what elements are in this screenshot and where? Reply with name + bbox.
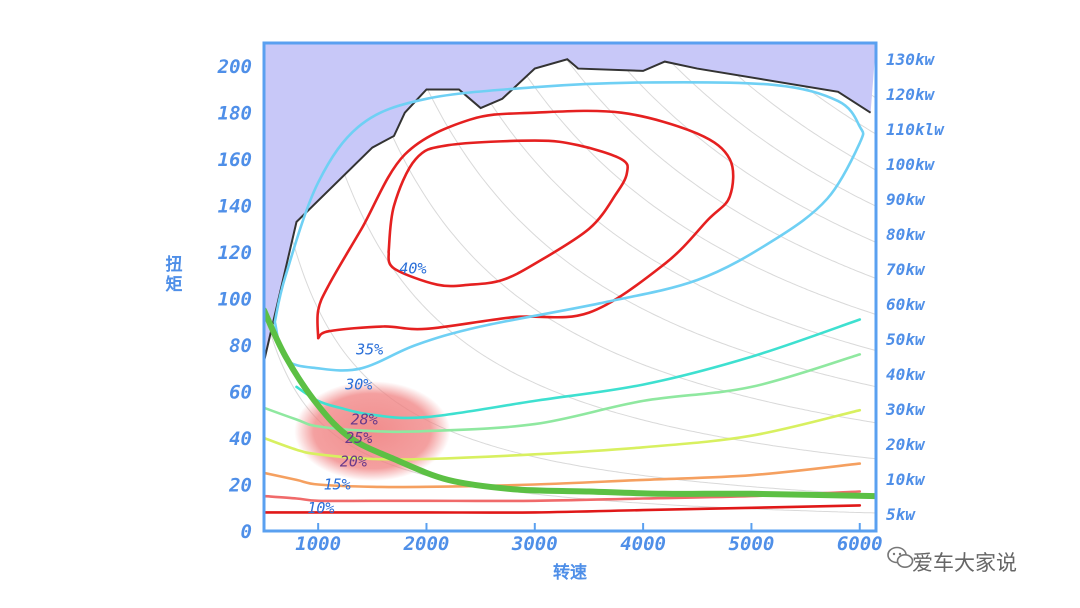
efficiency-label: 40% [399, 259, 426, 277]
y-tick-label: 120 [218, 242, 252, 264]
power-guide-line [264, 87, 876, 496]
power-tick-label: 100kw [886, 155, 936, 174]
efficiency-label: 30% [344, 376, 372, 394]
power-guide-line [406, 43, 876, 388]
x-tick-label: 6000 [837, 533, 883, 555]
efficiency-label: 15% [324, 476, 351, 494]
x-axis-label: 转速 [553, 562, 587, 583]
efficiency-contour-30pct [273, 80, 865, 372]
y-tick-label: 160 [218, 149, 252, 171]
power-tick-label: 60kw [886, 295, 926, 314]
x-tick-label: 5000 [729, 533, 775, 555]
x-tick-label: 1000 [295, 533, 341, 555]
y-tick-label: 180 [218, 103, 252, 125]
watermark: 爱车大家说 [887, 546, 1017, 575]
power-tick-label: 130kw [886, 50, 936, 69]
power-tick-label: 50kw [886, 330, 926, 349]
efficiency-label: 10% [307, 499, 334, 517]
y-tick-label: 100 [218, 289, 252, 311]
x-tick-label: 3000 [511, 533, 558, 555]
efficiency-contour-28pct [295, 318, 862, 420]
max-torque-curve [264, 58, 872, 362]
power-tick-label: 80kw [886, 225, 926, 244]
efficiency-contour-40pct [387, 139, 630, 288]
watermark-text: 爱车大家说 [912, 551, 1017, 575]
power-tick-label: 110klw [886, 120, 945, 139]
y-axis-label: 扭矩 [166, 254, 183, 295]
power-tick-label: 40kw [886, 365, 926, 384]
efficiency-contour-20pct [264, 408, 862, 461]
plot-frame [262, 41, 878, 533]
power-tick-label: 10kw [886, 470, 926, 489]
power-tick-label: 30kw [885, 400, 926, 419]
x-tick-label: 4000 [620, 533, 666, 555]
efficiency-contour-base [264, 504, 862, 514]
power-guide-line [307, 43, 876, 460]
power-guide-line [455, 43, 876, 352]
efficiency-contour-25pct [264, 353, 862, 434]
power-tick-label: 20kw [885, 435, 926, 454]
efficiency-label: 20% [340, 452, 367, 470]
above-max-torque-area [264, 43, 876, 362]
power-tick-label: 5kw [886, 505, 916, 524]
y-tick-label: 140 [218, 196, 252, 218]
power-guide-line [504, 43, 876, 315]
power-guide-line [554, 43, 876, 279]
power-guide-line [701, 43, 876, 171]
efficiency-label: 35% [355, 341, 383, 359]
y-tick-label: 200 [217, 56, 252, 78]
power-guide-line [357, 43, 876, 424]
x-tick-label: 2000 [403, 533, 450, 555]
power-tick-label: 70kw [886, 260, 926, 279]
efficiency-label: 25% [345, 429, 372, 447]
y-tick-label: 60 [229, 382, 252, 404]
power-tick-label: 120kw [886, 85, 936, 104]
efficiency-contour-35pct [316, 109, 735, 340]
wechat-icon [887, 546, 914, 568]
y-tick-label: 20 [228, 475, 252, 497]
optimal-operating-curve [264, 307, 876, 500]
power-tick-label: 90kw [886, 190, 926, 209]
y-tick-label: 40 [229, 428, 252, 450]
y-tick-label: 0 [241, 521, 252, 543]
efficiency-label: 28% [351, 410, 378, 428]
y-tick-label: 80 [229, 335, 252, 357]
